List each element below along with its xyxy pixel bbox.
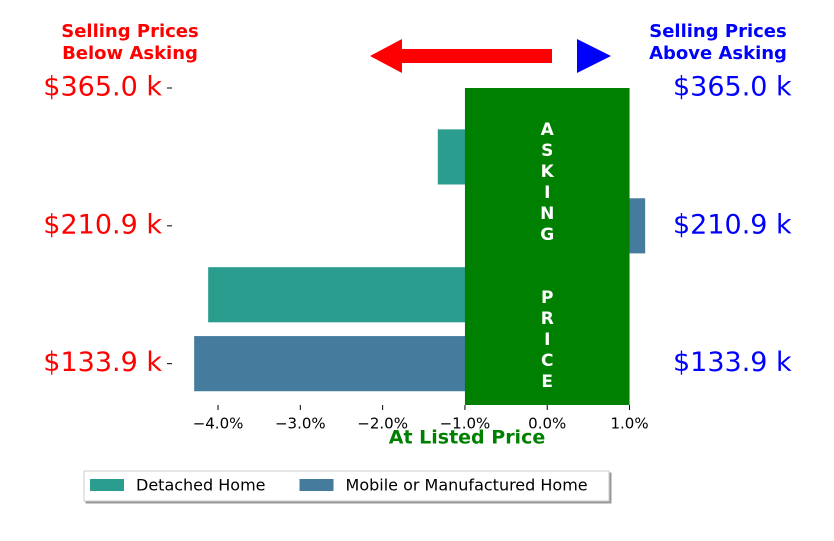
y-tick-label-left: $133.9 k [43,347,162,378]
legend-label: Detached Home [136,476,266,495]
x-tick-label: −4.0% [193,415,244,433]
x-tick-label: −2.0% [357,415,408,433]
legend [83,470,610,502]
y-tick-label-left: $210.9 k [43,209,162,240]
header-right: Selling Prices Above Asking [649,21,787,64]
x-tick-label: 0.0% [528,415,566,433]
x-axis-label: At Listed Price [389,427,545,449]
legend-swatch [299,479,334,491]
x-tick-label: −1.0% [440,415,491,433]
x-tick-label: 1.0% [610,415,648,433]
asking-band [464,88,630,405]
band-label: ASKING PRICE [537,120,558,393]
legend-label: Mobile or Manufactured Home [346,476,588,495]
left-arrow [370,39,552,73]
right-arrow [577,39,611,73]
legend-swatch [90,479,124,491]
y-tick-label-left: $365.0 k [43,72,162,103]
header-left: Selling Prices Below Asking [61,21,199,64]
y-tick-label-right: $365.0 k [673,72,792,103]
y-tick-label-right: $210.9 k [673,209,792,240]
y-tick-label-right: $133.9 k [673,347,792,378]
x-tick-label: −3.0% [275,415,326,433]
